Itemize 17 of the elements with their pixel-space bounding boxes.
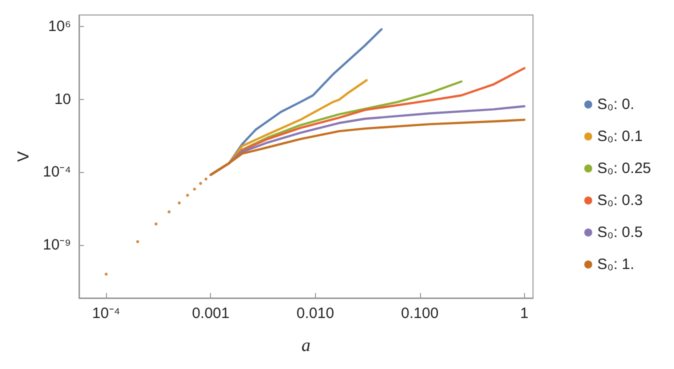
legend-label: S₀: 0.25 — [597, 160, 652, 177]
legend-label: S₀: 1. — [597, 256, 634, 273]
legend-label: S₀: 0.3 — [597, 192, 643, 209]
y-axis-title: V — [16, 150, 32, 162]
legend-label: S₀: 0.1 — [597, 128, 643, 145]
x-tick-label: 10⁻⁴ — [92, 305, 120, 322]
x-tick-label: 0.100 — [401, 305, 439, 322]
x-tick-label: 0.010 — [296, 305, 334, 322]
x-tick-label: 0.001 — [192, 305, 230, 322]
y-tick-label: 10 — [54, 90, 72, 108]
y-tick-label: 10⁶ — [48, 18, 72, 36]
x-tick-label: 1 — [520, 305, 529, 322]
y-tick-label: 10⁻⁹ — [42, 236, 72, 254]
legend-label: S₀: 0. — [597, 96, 634, 113]
legend-label: S₀: 0.5 — [597, 224, 643, 241]
y-tick-label: 10⁻⁴ — [42, 164, 72, 181]
x-axis-title: a — [302, 335, 311, 355]
